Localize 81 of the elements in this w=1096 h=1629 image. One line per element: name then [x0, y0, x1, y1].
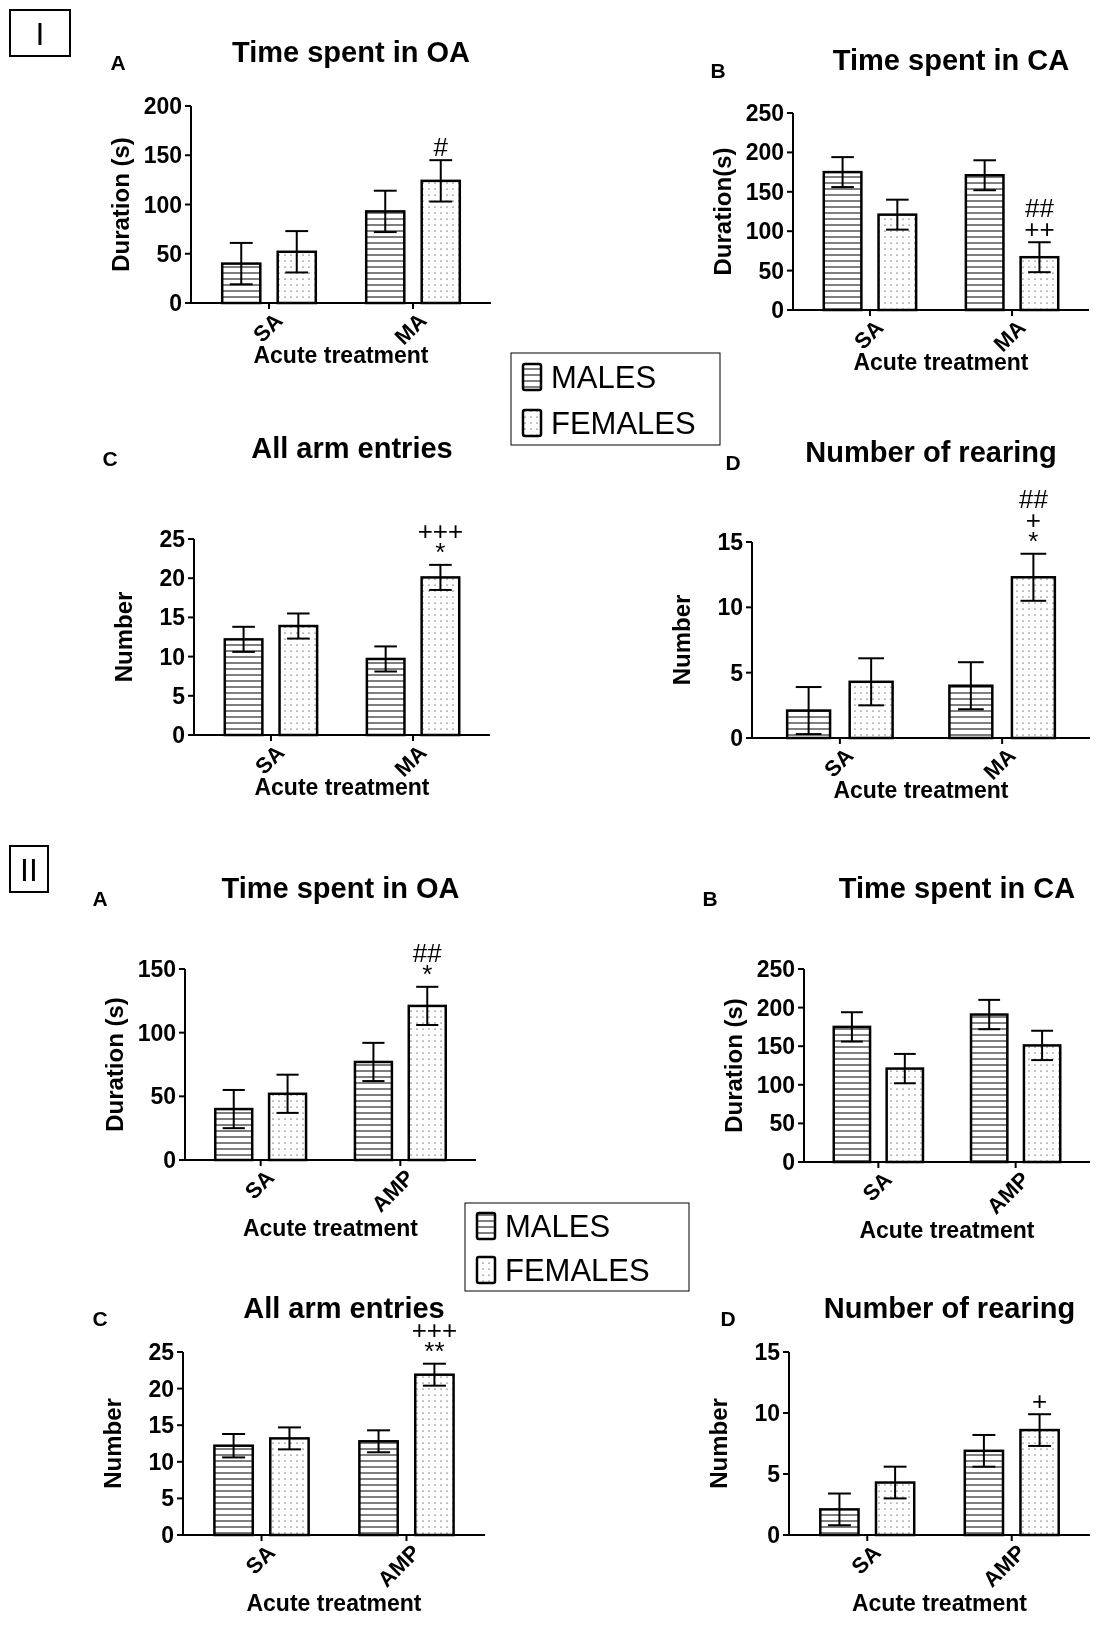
chart-title: Time spent in OA: [232, 36, 471, 68]
legend-label: FEMALES: [551, 405, 696, 441]
chart-title: All arm entries: [251, 432, 453, 464]
y-tick-label: 10: [148, 1448, 174, 1475]
text: C: [92, 1307, 108, 1330]
chart-title: Time spent in CA: [832, 44, 1070, 76]
y-tick-label: 15: [159, 604, 186, 631]
x-axis-title: Acute treatment: [851, 1590, 1028, 1616]
y-axis-title: Number: [110, 591, 137, 683]
y-tick-label: 50: [769, 1110, 795, 1137]
annotation: #: [433, 132, 449, 163]
chart-title: Number of rearing: [805, 436, 1057, 468]
y-tick-label: 150: [745, 178, 784, 205]
y-tick-label: 5: [730, 659, 744, 686]
y-tick-label: 100: [756, 1071, 795, 1098]
y-axis-title: Duration (s): [107, 137, 134, 272]
y-tick-label: 50: [150, 1083, 176, 1110]
y-axis-title: Number: [668, 594, 695, 686]
y-tick-label: 0: [172, 722, 185, 749]
y-axis-title: Number: [705, 1398, 732, 1489]
text: A: [110, 51, 126, 74]
y-tick-label: 200: [756, 994, 795, 1021]
y-tick-label: 10: [754, 1400, 780, 1427]
y-tick-label: 100: [137, 1019, 176, 1046]
y-tick-label: 25: [148, 1339, 175, 1366]
y-tick-label: 150: [137, 956, 176, 983]
x-axis-title: Acute treatment: [242, 1215, 419, 1241]
y-tick-label: 100: [745, 218, 784, 245]
y-tick-label: 15: [148, 1412, 175, 1439]
y-tick-label: 0: [730, 725, 743, 752]
y-tick-label: 25: [159, 526, 186, 553]
y-tick-label: 15: [754, 1339, 781, 1366]
y-tick-label: 0: [782, 1149, 795, 1176]
y-tick-label: 20: [148, 1375, 174, 1402]
x-tick-label: SA: [846, 1539, 886, 1580]
y-tick-label: 5: [172, 682, 186, 709]
y-tick-label: 0: [767, 1522, 780, 1549]
y-tick-label: 15: [717, 529, 744, 556]
y-axis-title: Number: [99, 1398, 126, 1489]
y-axis-title: Duration (s): [720, 998, 747, 1133]
text: A: [92, 887, 108, 910]
x-axis-title: Acute treatment: [859, 1217, 1035, 1243]
y-axis-title: Duration (s): [101, 997, 128, 1132]
text: ##: [1018, 483, 1049, 514]
annotation: +: [1031, 1386, 1048, 1417]
x-axis-title: Acute treatment: [246, 1590, 422, 1616]
y-tick-label: 20: [159, 565, 185, 592]
y-axis-title: Duration(s): [709, 147, 736, 276]
x-tick-label: SA: [239, 1164, 280, 1205]
y-tick-label: 100: [143, 191, 182, 218]
legend-label: MALES: [505, 1208, 611, 1244]
legend-label: FEMALES: [505, 1252, 650, 1288]
y-tick-label: 0: [771, 297, 784, 324]
y-tick-label: 10: [159, 643, 185, 670]
x-tick-label: SA: [857, 1166, 897, 1207]
y-tick-label: 150: [143, 142, 182, 169]
chart-title: Time spent in CA: [838, 872, 1076, 904]
y-tick-label: 200: [745, 139, 784, 166]
y-tick-label: 0: [163, 1147, 176, 1174]
y-tick-label: 5: [161, 1485, 175, 1512]
y-tick-label: 250: [756, 956, 795, 983]
text: II: [20, 852, 38, 888]
y-tick-label: 5: [767, 1461, 781, 1488]
text: D: [720, 1307, 736, 1330]
chart-title: Time spent in OA: [221, 872, 460, 904]
y-tick-label: 0: [169, 290, 182, 317]
y-tick-label: 10: [717, 594, 743, 621]
y-tick-label: 250: [745, 100, 784, 127]
legend-label: MALES: [551, 359, 657, 395]
y-tick-label: 50: [758, 257, 784, 284]
x-tick-label: SA: [240, 1539, 281, 1580]
y-tick-label: 0: [161, 1522, 174, 1549]
y-tick-label: 50: [156, 240, 182, 267]
chart-title: Number of rearing: [823, 1292, 1076, 1324]
text: I: [35, 16, 45, 52]
text: B: [710, 59, 726, 82]
y-tick-label: 150: [756, 1033, 795, 1060]
text: B: [702, 887, 718, 910]
y-tick-label: 200: [143, 93, 182, 120]
text: D: [725, 451, 741, 474]
text: C: [102, 447, 118, 470]
